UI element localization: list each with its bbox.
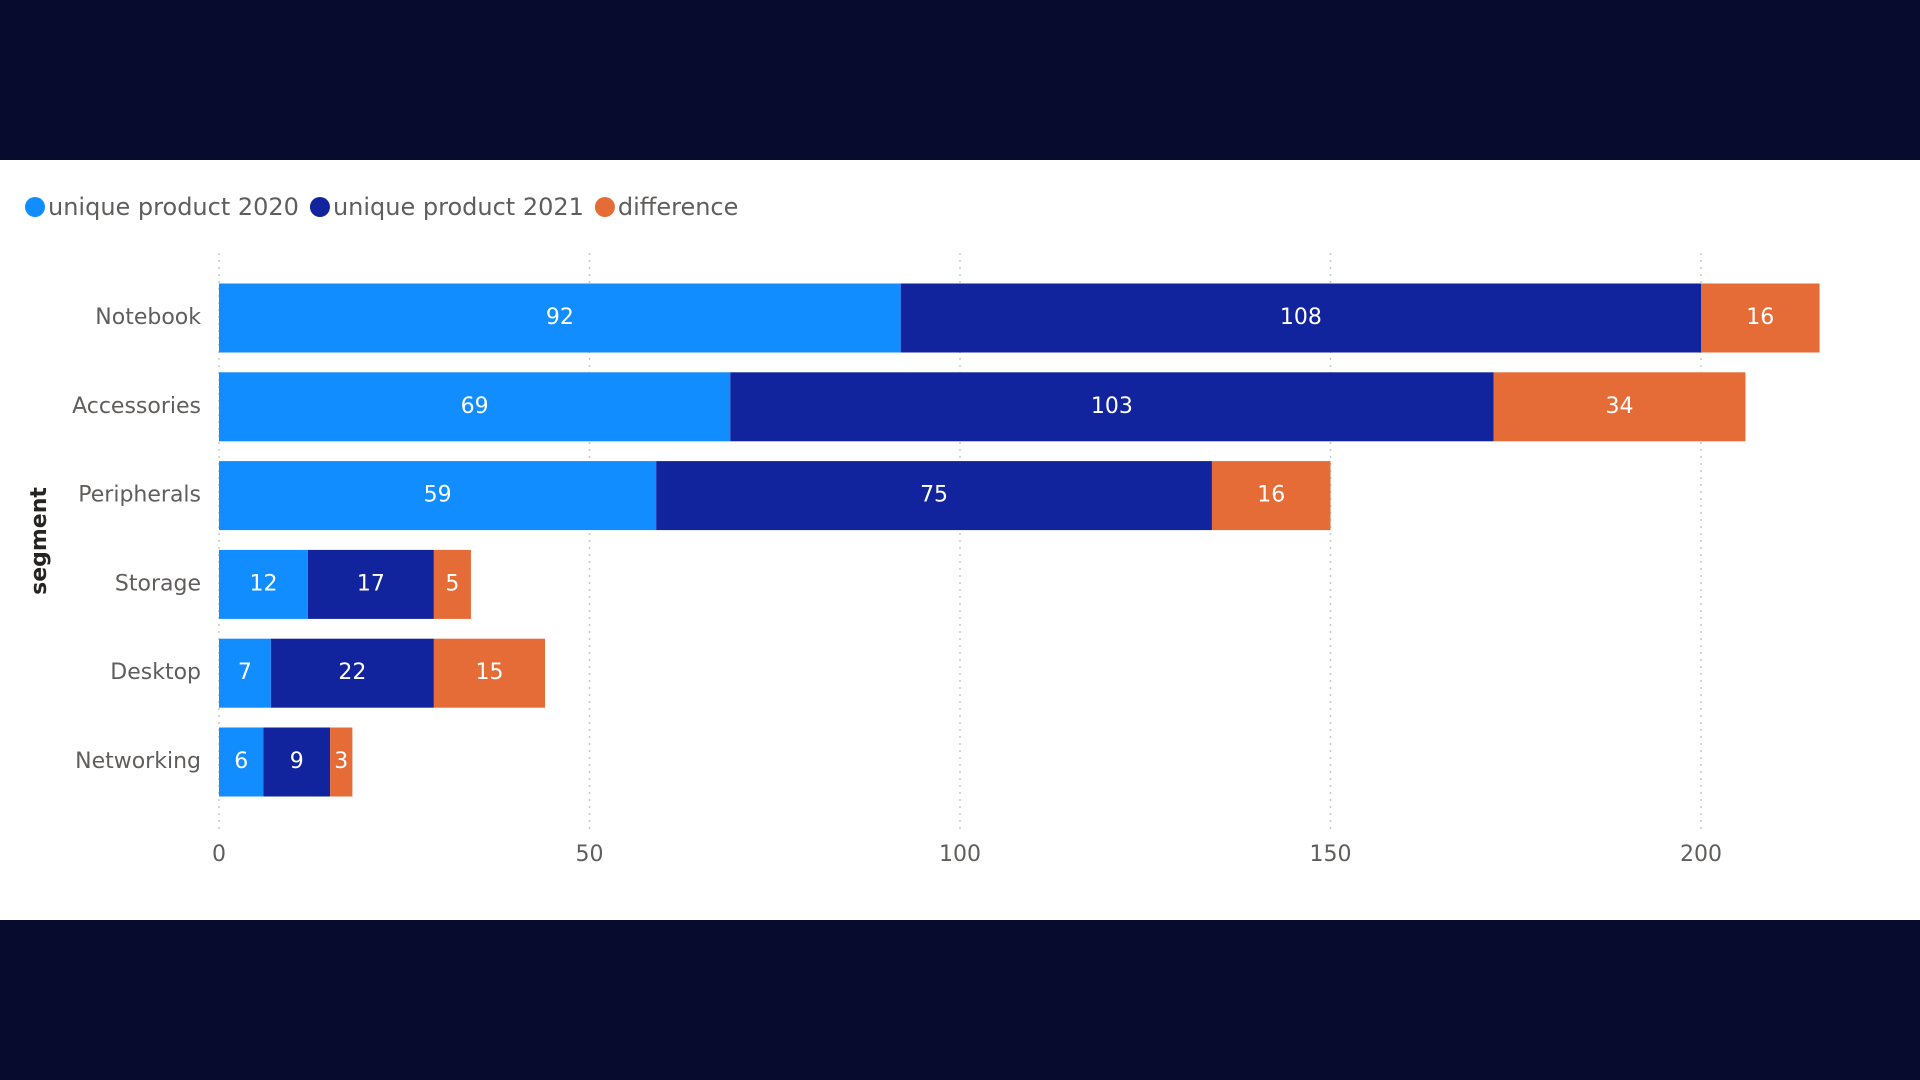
data-label: 7 (238, 660, 252, 685)
data-label: 92 (546, 305, 574, 330)
bar-segment (1701, 283, 1820, 353)
y-axis-label: segment (27, 487, 52, 595)
bar-segment (219, 638, 271, 708)
bar-segment (219, 372, 731, 442)
data-label: 22 (338, 660, 366, 685)
legend-marker (594, 197, 615, 217)
data-label: 6 (234, 749, 248, 774)
legend-marker (25, 197, 45, 217)
x-tick-label: 0 (212, 842, 226, 867)
bar-segment (270, 638, 434, 708)
x-tick-label: 200 (1680, 842, 1722, 867)
legend-label: unique product 2021 (333, 193, 584, 221)
data-label: 108 (1280, 305, 1322, 330)
bar-segment (219, 727, 264, 797)
bar-segment (1211, 461, 1331, 531)
data-label: 16 (1746, 305, 1774, 330)
data-label: 5 (445, 571, 459, 596)
bar-segment (263, 727, 331, 797)
data-label: 75 (920, 483, 948, 508)
data-label: 34 (1605, 394, 1633, 419)
y-tick-label: Networking (75, 749, 201, 774)
legend-marker (309, 197, 330, 217)
bar-segment (1493, 372, 1746, 442)
data-label: 69 (461, 394, 489, 419)
y-tick-label: Notebook (95, 305, 201, 330)
x-tick-label: 150 (1310, 842, 1352, 867)
bar-segment (219, 461, 657, 531)
data-label: 9 (290, 749, 304, 774)
bar-segment (433, 549, 471, 619)
data-label: 3 (334, 749, 348, 774)
y-tick-label: Accessories (72, 394, 201, 419)
data-label: 103 (1091, 394, 1133, 419)
x-tick-label: 100 (939, 842, 981, 867)
x-tick-label: 50 (576, 842, 604, 867)
bar-segment (433, 638, 546, 708)
legend-label: unique product 2020 (48, 193, 299, 221)
data-label: 16 (1257, 483, 1285, 508)
legend-label: difference (618, 193, 738, 221)
bar-segment (307, 549, 434, 619)
data-label: 12 (249, 571, 277, 596)
y-tick-label: Storage (115, 571, 201, 596)
bar-segment (730, 372, 1494, 442)
y-tick-label: Peripherals (78, 483, 201, 508)
bar-segment (219, 283, 901, 353)
y-tick-label: Desktop (110, 660, 201, 685)
bar-segment (656, 461, 1212, 531)
bar-segment (330, 727, 353, 797)
data-label: 15 (475, 660, 503, 685)
data-label: 17 (357, 571, 385, 596)
bar-segment (900, 283, 1701, 353)
bar-segment (219, 549, 308, 619)
data-label: 59 (424, 483, 452, 508)
